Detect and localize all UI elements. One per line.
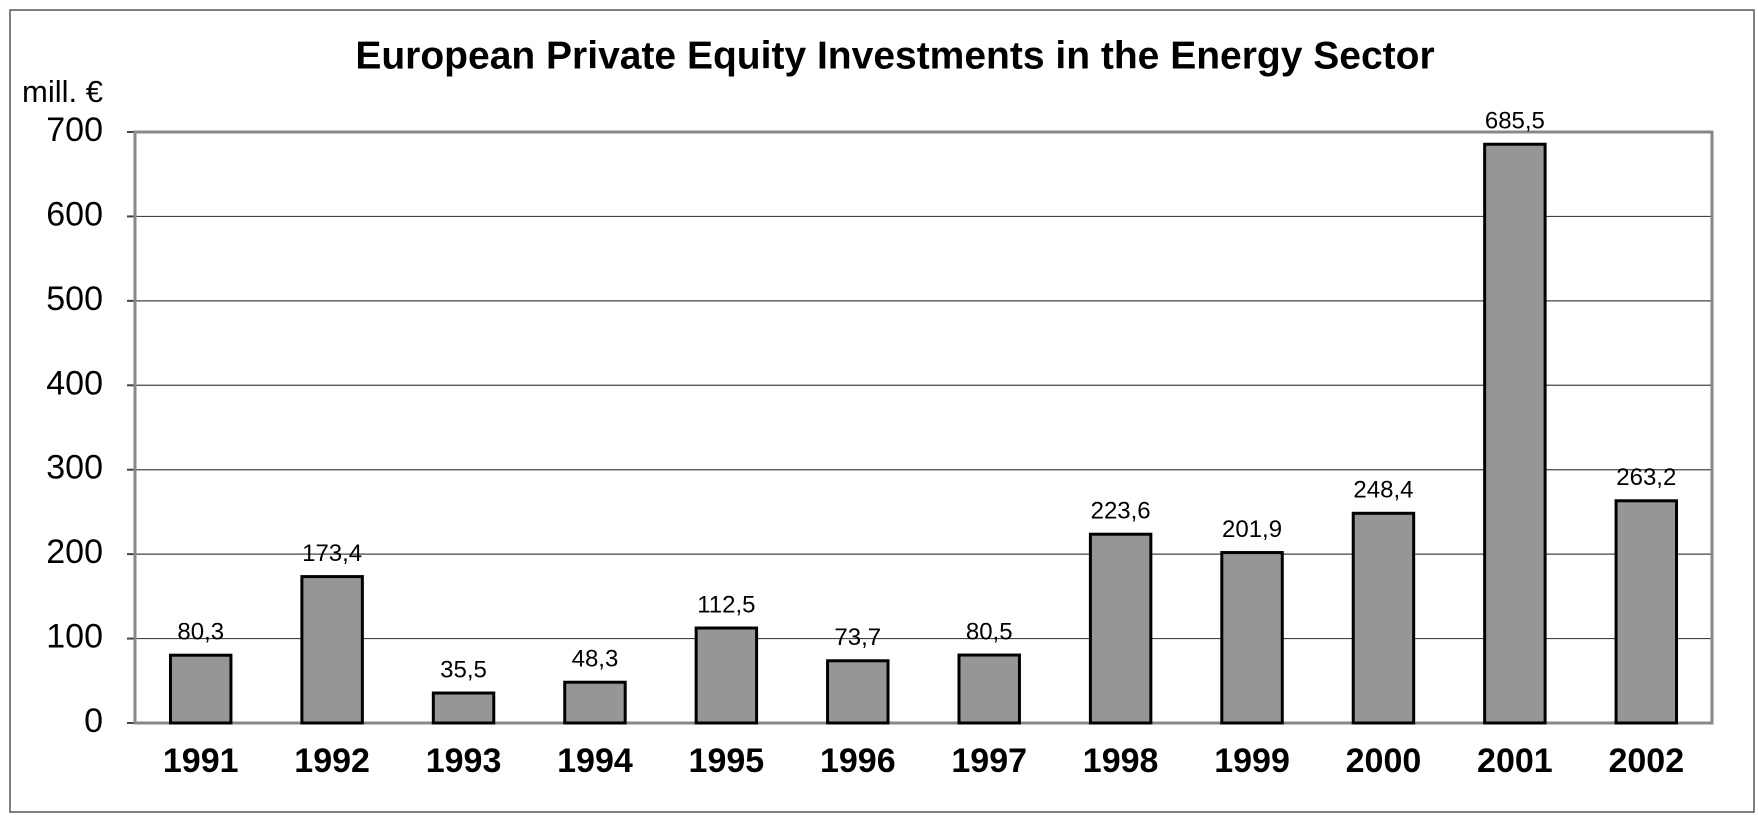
data-label: 80,5: [966, 618, 1013, 645]
data-label: 173,4: [302, 540, 362, 567]
y-tick-label: 500: [46, 280, 103, 318]
x-tick-label: 2001: [1477, 742, 1553, 780]
bar: [300, 575, 364, 725]
data-label: 35,5: [440, 656, 487, 683]
bar: [563, 680, 627, 725]
y-tick-label: 400: [46, 364, 103, 402]
bar: [1483, 142, 1547, 725]
data-label: 112,5: [697, 591, 755, 618]
x-tick-label: 1996: [820, 742, 896, 780]
data-label: 223,6: [1091, 498, 1151, 525]
y-tick-label: 100: [46, 618, 103, 656]
bar: [826, 659, 890, 725]
x-tick-label: 1997: [951, 742, 1027, 780]
y-tick-label: 700: [46, 111, 103, 149]
x-tick-label: 1994: [557, 742, 633, 780]
data-label: 48,3: [572, 646, 619, 673]
bar: [957, 653, 1021, 725]
bar: [1088, 532, 1153, 725]
x-tick-label: 1992: [294, 742, 370, 780]
data-label: 201,9: [1222, 516, 1282, 543]
data-label: 685,5: [1485, 108, 1545, 135]
plot-border: [133, 130, 1714, 725]
y-tick-label: 300: [46, 449, 103, 487]
data-label: 73,7: [834, 624, 881, 651]
bar: [1614, 499, 1679, 725]
y-tick-label: 0: [84, 702, 103, 740]
bar: [1220, 551, 1284, 725]
bar: [431, 691, 496, 725]
chart-border: [9, 9, 1755, 813]
x-tick-label: 1998: [1083, 742, 1159, 780]
y-tick-label: 200: [46, 533, 103, 571]
y-axis-label: mill. €: [22, 74, 103, 109]
bar: [168, 653, 233, 725]
chart-title: European Private Equity Investments in t…: [355, 34, 1434, 77]
x-tick-label: 1993: [426, 742, 502, 780]
y-tick-label: 600: [46, 195, 103, 233]
data-label: 80,3: [177, 619, 224, 646]
data-label: 248,4: [1353, 477, 1413, 504]
x-tick-label: 2000: [1346, 742, 1422, 780]
x-tick-label: 2002: [1608, 742, 1684, 780]
data-label: 263,2: [1616, 464, 1676, 491]
bar: [694, 626, 759, 725]
x-tick-label: 1991: [163, 742, 239, 780]
bar: [1351, 511, 1416, 725]
x-tick-label: 1999: [1214, 742, 1290, 780]
x-tick-label: 1995: [689, 742, 765, 780]
